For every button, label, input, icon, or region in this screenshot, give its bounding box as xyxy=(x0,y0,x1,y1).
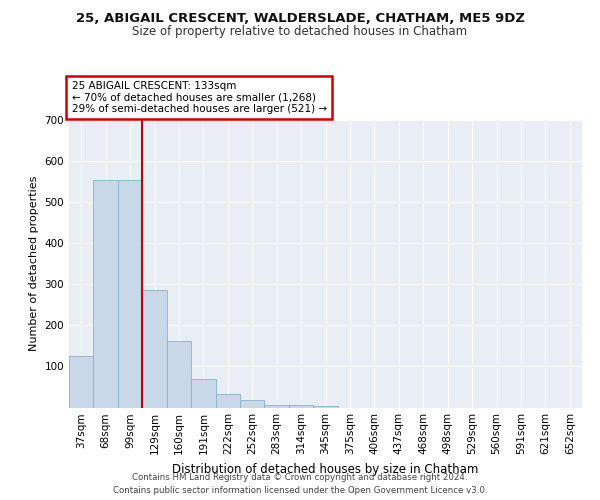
Bar xyxy=(240,400,265,407)
Y-axis label: Number of detached properties: Number of detached properties xyxy=(29,176,39,352)
Bar xyxy=(94,180,118,408)
Bar xyxy=(265,404,289,407)
Bar xyxy=(215,394,240,407)
Text: Contains HM Land Registry data © Crown copyright and database right 2024.
Contai: Contains HM Land Registry data © Crown c… xyxy=(113,474,487,495)
Bar xyxy=(289,404,313,407)
Text: 25 ABIGAIL CRESCENT: 133sqm
← 70% of detached houses are smaller (1,268)
29% of : 25 ABIGAIL CRESCENT: 133sqm ← 70% of det… xyxy=(71,81,326,114)
Bar xyxy=(69,356,94,408)
Text: Size of property relative to detached houses in Chatham: Size of property relative to detached ho… xyxy=(133,25,467,38)
Bar xyxy=(191,379,215,408)
Bar xyxy=(142,290,167,408)
Bar xyxy=(313,406,338,408)
Bar xyxy=(118,180,142,408)
X-axis label: Distribution of detached houses by size in Chatham: Distribution of detached houses by size … xyxy=(172,463,479,476)
Text: 25, ABIGAIL CRESCENT, WALDERSLADE, CHATHAM, ME5 9DZ: 25, ABIGAIL CRESCENT, WALDERSLADE, CHATH… xyxy=(76,12,524,26)
Bar xyxy=(167,340,191,407)
